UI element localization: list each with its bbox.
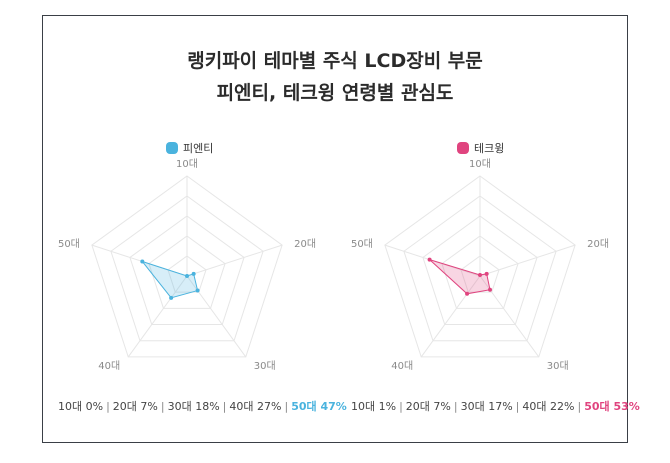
radar-axis-label: 10대 (176, 158, 198, 170)
legend-label: 테크윙 (474, 142, 504, 155)
legend-swatch (166, 142, 178, 154)
radar-grid-ring (384, 175, 576, 358)
summary-separator: | (160, 400, 165, 413)
radar-data-point (140, 259, 145, 264)
radar-data-point (484, 271, 489, 276)
summary-item: 10대 0% (58, 400, 104, 413)
radar-axis-label: 30대 (547, 360, 569, 372)
summary-item: 30대 18% (167, 400, 220, 413)
radar-data-point (427, 257, 432, 262)
summary-separator: | (453, 400, 458, 413)
radar-axis-label: 40대 (391, 360, 413, 372)
summary-item: 30대 17% (460, 400, 513, 413)
radar-axis-label: 50대 (351, 238, 373, 250)
summary-item: 50대 47% (291, 400, 347, 413)
radar-grid-ring (129, 215, 245, 326)
radar-chart-1: 10대 20대 30대 40대 50대 테크윙 (351, 142, 609, 372)
radar-data-point (478, 273, 482, 277)
summary-item: 50대 53% (584, 400, 640, 413)
radar-axis-label: 20대 (587, 238, 609, 250)
radar-axis-label: 40대 (98, 360, 120, 372)
radar-chart-0: 10대 20대 30대 40대 50대 피엔티 (58, 142, 316, 372)
radar-data-point (487, 287, 492, 292)
summary-separator: | (222, 400, 227, 413)
radar-grid-ring (148, 235, 226, 309)
legend-swatch (457, 142, 469, 154)
legend-label: 피엔티 (183, 142, 213, 155)
radar-data-point (169, 295, 174, 300)
radar-axis-label: 20대 (294, 238, 316, 250)
radar-grid-ring (460, 255, 500, 293)
summary-separator: | (577, 400, 582, 413)
radar-data-point (465, 291, 470, 296)
summary-separator: | (515, 400, 520, 413)
radar-data-point (195, 288, 200, 293)
radar-grid-ring (441, 235, 519, 309)
radar-grid-ring (422, 215, 538, 326)
radar-axis-label: 30대 (254, 360, 276, 372)
radar-axis-label: 50대 (58, 238, 80, 250)
radar-data-point (185, 274, 189, 278)
radar-spoke (127, 275, 188, 358)
summary-item: 40대 22% (522, 400, 575, 413)
radar-grid-ring (403, 195, 557, 342)
radar-grid-ring (91, 175, 283, 358)
radar-axis-label: 10대 (469, 158, 491, 170)
radar-series-area (140, 260, 199, 299)
summary-item: 20대 7% (112, 400, 158, 413)
chart-title-line1: 랭키파이 테마별 주식 LCD장비 부문 (187, 50, 483, 72)
chart-frame (42, 15, 628, 443)
summary-techwing: 10대 1% | 20대 7% | 30대 17% | 40대 22% | 50대 53% (351, 398, 640, 414)
summary-separator: | (399, 400, 403, 413)
chart-title-line2: 피엔티, 테크윙 연령별 관심도 (216, 82, 454, 104)
summary-pnt: 10대 0% | 20대 7% | 30대 18% | 40대 27% | 50대 47% (58, 398, 347, 414)
radar-grid-ring (110, 195, 264, 342)
radar-spoke (479, 244, 576, 277)
radar-data-point (191, 271, 196, 276)
radar-spoke (186, 244, 283, 277)
summary-separator: | (106, 400, 110, 413)
summary-item: 20대 7% (405, 400, 451, 413)
radar-spoke (420, 275, 481, 358)
summary-item: 10대 1% (351, 400, 397, 413)
summary-separator: | (284, 400, 289, 413)
summary-item: 40대 27% (229, 400, 282, 413)
radar-grid-ring (167, 255, 207, 293)
